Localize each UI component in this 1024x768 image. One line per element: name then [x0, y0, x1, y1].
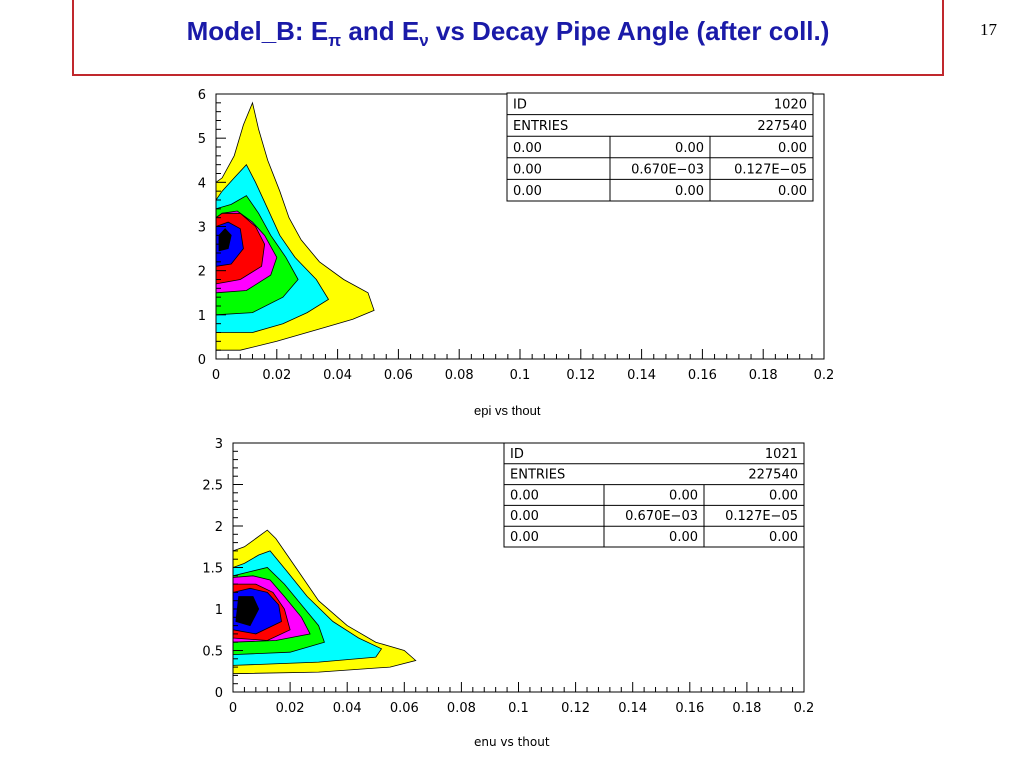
stats-cell: 0.00 — [510, 530, 539, 545]
plot-area-2: 0 0.02 0.04 0.06 0.08 0.1 0.12 0.14 0.16 0.18 0.2 0… — [202, 437, 814, 716]
title-sub-nu: ν — [419, 31, 429, 51]
stats-cell: ENTRIES — [513, 119, 568, 134]
x-tick-label: 0.02 — [276, 701, 305, 716]
stats-cell: 0.00 — [513, 162, 542, 177]
y-tick-label: 1.5 — [202, 562, 223, 577]
title-box: Model_B: Eπ and Eν vs Decay Pipe Angle (… — [72, 0, 944, 76]
title-main: Model_B: E — [186, 16, 329, 46]
y-tick-label: 1 — [198, 309, 206, 324]
y-tick-label: 6 — [198, 88, 206, 103]
x-tick-label: 0.16 — [688, 368, 717, 383]
x-tick-label: 0.02 — [262, 368, 291, 383]
x-tick-label: 0.18 — [732, 701, 761, 716]
stats-cell: 0.670E−03 — [625, 509, 698, 524]
stats-cell: ENTRIES — [510, 468, 565, 483]
x-tick-label: 0.08 — [447, 701, 476, 716]
chart-caption-1: epi vs thout — [474, 403, 541, 418]
x-tick-label: 0.1 — [508, 701, 529, 716]
stats-table-frame — [503, 442, 805, 548]
stats-cell: 1021 — [765, 447, 798, 462]
y-tick-label: 0.5 — [202, 645, 223, 660]
y-tick-label: 2 — [198, 265, 206, 280]
stats-cell: 0.00 — [669, 488, 698, 503]
stats-cell: 0.127E−05 — [734, 162, 807, 177]
title-sub-pi: π — [328, 31, 342, 51]
x-tick-label: 0.18 — [749, 368, 778, 383]
x-tick-label: 0.08 — [445, 368, 474, 383]
x-tick-label: 0.04 — [323, 368, 352, 383]
x-tick-label: 0.1 — [510, 368, 531, 383]
x-tick-label: 0.2 — [794, 701, 815, 716]
x-tick-label: 0.14 — [627, 368, 656, 383]
stats-cell: 0.00 — [769, 488, 798, 503]
x-tick-label: 0.06 — [390, 701, 419, 716]
y-tick-label: 3 — [198, 221, 206, 236]
stats-cell: 227540 — [748, 468, 798, 483]
x-tick-label: 0.12 — [561, 701, 590, 716]
stats-cell: ID — [513, 98, 527, 113]
stats-table-2: ID 1021 ENTRIES 227540 0.00 0.00 0.00 0.00 0.670… — [503, 442, 805, 548]
y-tick-label: 5 — [198, 132, 206, 147]
contour-black — [235, 596, 260, 627]
stats-cell: 0.00 — [513, 141, 542, 156]
y-tick-label: 1 — [215, 603, 223, 618]
x-tick-label: 0.16 — [675, 701, 704, 716]
y-tick-label: 2.5 — [202, 479, 223, 494]
x-tick-label: 0.2 — [814, 368, 835, 383]
stats-cell: 0.00 — [675, 184, 704, 199]
stats-cell: ID — [510, 447, 524, 462]
stats-cell: 0.00 — [510, 488, 539, 503]
stats-cell: 0.00 — [513, 184, 542, 199]
stats-cell: 0.00 — [778, 141, 807, 156]
y-tick-label: 0 — [198, 353, 206, 368]
stats-table-frame — [506, 92, 814, 202]
stats-cell: 0.00 — [510, 509, 539, 524]
x-tick-label: 0.12 — [566, 368, 595, 383]
stats-cell: 0.670E−03 — [631, 162, 704, 177]
x-tick-label: 0.04 — [333, 701, 362, 716]
x-tick-label: 0.06 — [384, 368, 413, 383]
stats-table-1: ID 1020 ENTRIES 227540 0.00 0.00 0.00 0.00 0.670… — [506, 92, 814, 202]
title-end: vs Decay Pipe Angle (after coll.) — [428, 16, 830, 46]
title-mid: and E — [341, 16, 420, 46]
y-tick-label: 2 — [215, 520, 223, 535]
contour-black — [218, 228, 232, 252]
plot-area-1: 0 0.02 0.04 0.06 0.08 0.1 0.12 0.14 0.16 0.18 0.2 0… — [198, 88, 835, 383]
stats-cell: 0.00 — [769, 530, 798, 545]
x-tick-label: 0 — [229, 701, 237, 716]
x-tick-label: 0.14 — [618, 701, 647, 716]
stats-cell: 0.00 — [669, 530, 698, 545]
y-tick-label: 4 — [198, 176, 206, 191]
stats-cell: 227540 — [757, 119, 807, 134]
stats-cell: 0.00 — [675, 141, 704, 156]
y-tick-label: 0 — [215, 686, 223, 701]
slide-title: Model_B: Eπ and Eν vs Decay Pipe Angle (… — [74, 16, 942, 51]
x-tick-label: 0 — [212, 368, 220, 383]
y-tick-label: 3 — [215, 437, 223, 452]
page-number: 17 — [980, 20, 997, 39]
stats-cell: 1020 — [774, 98, 807, 113]
stats-cell: 0.00 — [778, 184, 807, 199]
stats-cell: 0.127E−05 — [725, 509, 798, 524]
chart-caption-2: enu vs thout — [474, 735, 550, 749]
